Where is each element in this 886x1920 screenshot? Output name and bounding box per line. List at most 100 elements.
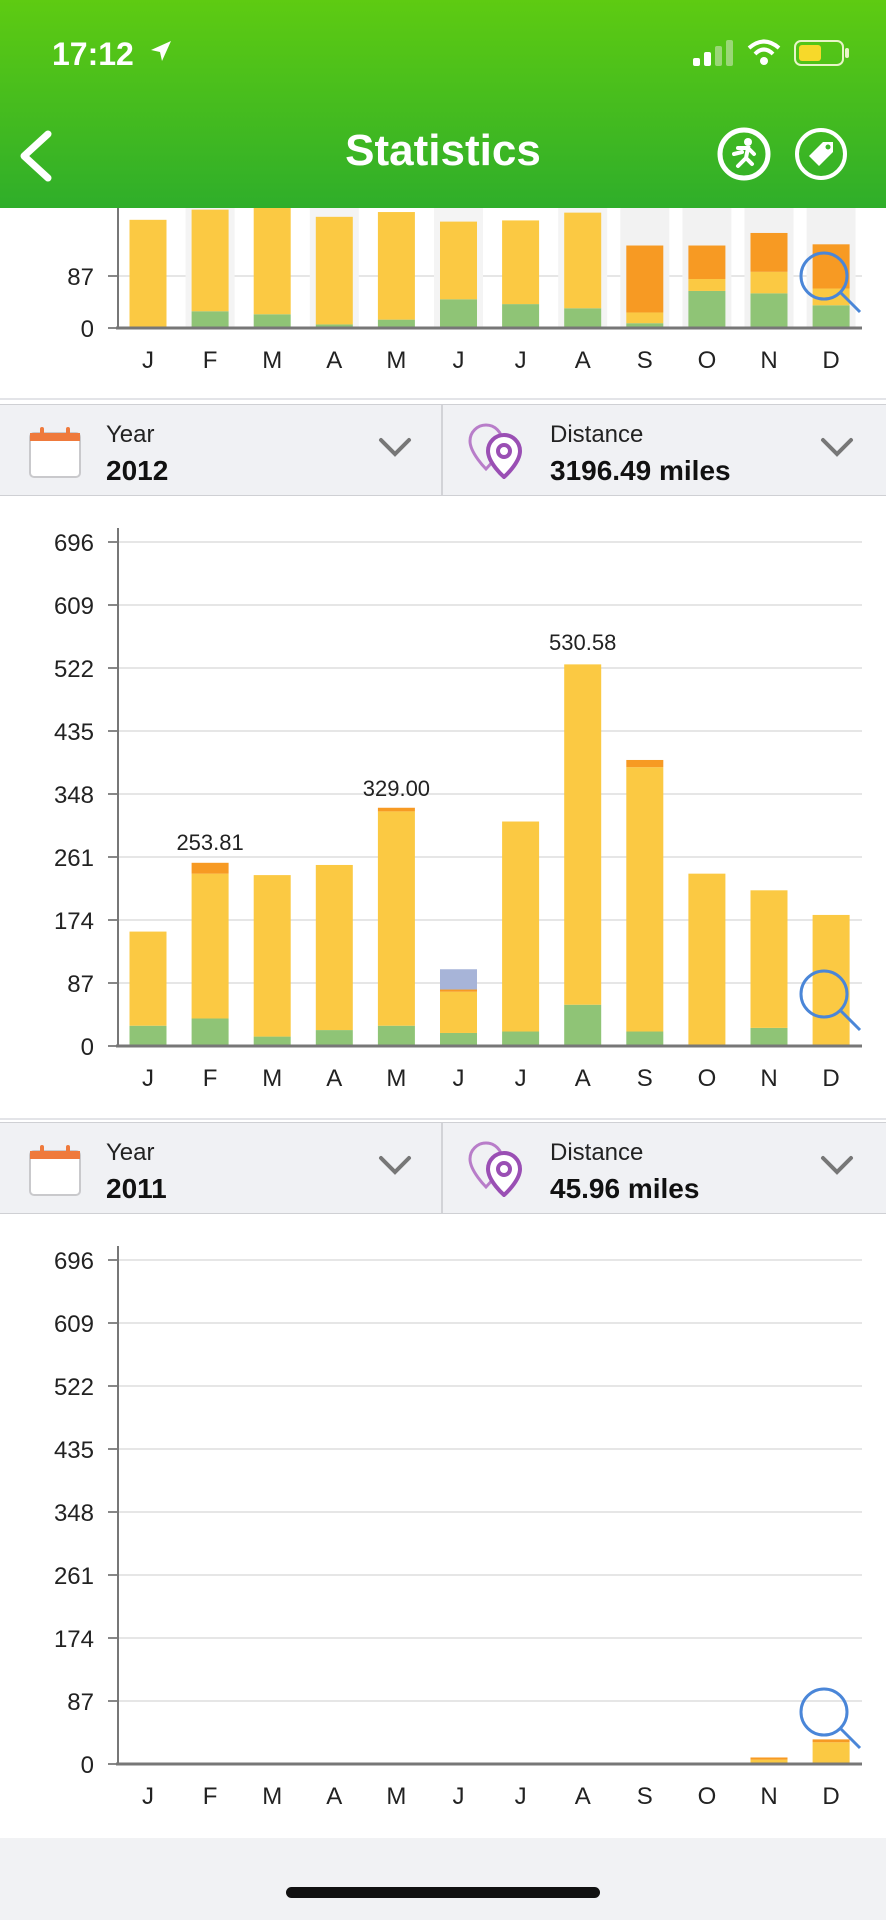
bar-segment[interactable]	[688, 245, 726, 279]
bar-segment[interactable]	[129, 1025, 167, 1046]
x-tick-label: J	[453, 347, 465, 374]
bar-segment[interactable]	[688, 873, 726, 1046]
y-tick-label: 87	[67, 264, 94, 291]
bar-segment[interactable]	[812, 305, 850, 328]
bar-segment[interactable]	[688, 278, 726, 291]
y-tick-label: 174	[54, 1626, 94, 1653]
bar-segment[interactable]	[315, 864, 353, 1031]
bar-segment[interactable]	[253, 1036, 291, 1046]
x-tick-label: O	[698, 1783, 717, 1810]
x-tick-label: S	[637, 347, 653, 374]
chevron-down-icon[interactable]	[820, 435, 854, 459]
bar-segment[interactable]	[626, 767, 664, 1032]
calendar-icon[interactable]	[28, 423, 82, 479]
bar-segment[interactable]	[377, 319, 415, 328]
metric-value[interactable]: 3196.49 miles	[550, 455, 731, 486]
x-tick-label: J	[453, 1783, 465, 1810]
bar-segment[interactable]	[377, 807, 415, 812]
bar-value-label: 329.00	[363, 776, 430, 801]
period-value[interactable]: 2011	[106, 1173, 167, 1204]
bar-segment[interactable]	[626, 245, 664, 313]
y-tick-label: 0	[81, 1752, 94, 1779]
bar-segment[interactable]	[129, 931, 167, 1026]
bar-segment[interactable]	[440, 969, 477, 990]
bar-segment[interactable]	[750, 293, 788, 328]
bar-segment[interactable]	[750, 890, 788, 1028]
bar-segment[interactable]	[253, 314, 291, 328]
bar-value-label: 253.81	[176, 830, 243, 855]
top-bar: 17:12 Statistics	[0, 0, 886, 208]
bar-segment[interactable]	[564, 212, 602, 309]
bar-segment[interactable]	[626, 323, 664, 328]
zoom-magnifier-icon[interactable]	[799, 1687, 862, 1750]
back-button[interactable]	[14, 126, 60, 186]
location-arrow-icon	[151, 41, 171, 61]
bar-segment[interactable]	[191, 873, 229, 1019]
bar-segment[interactable]	[440, 989, 477, 992]
bar-segment[interactable]	[440, 299, 477, 328]
selector-separator	[441, 405, 443, 495]
x-tick-label: A	[326, 1783, 342, 1810]
bar-segment[interactable]	[750, 1757, 788, 1760]
bar-segment[interactable]	[440, 1032, 477, 1046]
calendar-icon[interactable]	[28, 1141, 82, 1197]
bar-segment[interactable]	[502, 220, 540, 305]
chart-selector-bar: Year 2011 Distance 45.96 miles	[0, 1122, 886, 1214]
metric-value[interactable]: 45.96 miles	[550, 1173, 700, 1204]
bottom-area	[0, 1838, 886, 1920]
bar-segment[interactable]	[812, 1739, 850, 1743]
bar-segment[interactable]	[502, 1031, 540, 1046]
x-tick-label: O	[698, 1065, 717, 1092]
bar-segment[interactable]	[750, 1027, 788, 1046]
metric-label: Distance	[550, 421, 644, 448]
bar-segment[interactable]	[812, 1742, 850, 1764]
y-tick-label: 696	[54, 530, 94, 557]
bar-segment[interactable]	[626, 312, 664, 324]
bar-segment[interactable]	[502, 821, 540, 1032]
location-pins-icon[interactable]	[466, 421, 528, 479]
x-tick-label: N	[760, 1783, 777, 1810]
bar-segment[interactable]	[191, 311, 229, 328]
bar-segment[interactable]	[440, 221, 477, 300]
monthly-distance-chart-2011: 696 609 522 435 348 261 174 87 0 J F M A M J J A S O N D	[54, 1246, 862, 1810]
location-pins-icon[interactable]	[466, 1139, 528, 1197]
bar-segment[interactable]	[750, 271, 788, 294]
bar-segment[interactable]	[191, 1018, 229, 1046]
x-tick-label: A	[575, 347, 591, 374]
bar-segment[interactable]	[315, 216, 353, 325]
bar-segment[interactable]	[253, 875, 291, 1037]
bar-segment[interactable]	[564, 664, 602, 1005]
tag-filter-button[interactable]	[793, 126, 849, 182]
period-value[interactable]: 2012	[106, 455, 169, 486]
bar-segment[interactable]	[191, 209, 229, 312]
chevron-down-icon[interactable]	[378, 435, 412, 459]
bar-segment[interactable]	[191, 862, 229, 874]
x-tick-label: A	[575, 1065, 591, 1092]
bar-segment[interactable]	[688, 290, 726, 328]
y-tick-label: 522	[54, 656, 94, 683]
bar-segment[interactable]	[750, 1759, 788, 1764]
bar-segment[interactable]	[377, 811, 415, 1026]
bar-segment[interactable]	[377, 1025, 415, 1046]
bar-segment[interactable]	[377, 212, 415, 320]
bar-segment[interactable]	[564, 308, 602, 328]
bar-segment[interactable]	[129, 219, 167, 328]
bar-segment[interactable]	[626, 1031, 664, 1046]
home-indicator[interactable]	[286, 1887, 600, 1898]
bar-segment[interactable]	[626, 759, 664, 768]
zoom-magnifier-icon[interactable]	[799, 969, 862, 1032]
bar-segment[interactable]	[564, 1004, 602, 1046]
bar-segment[interactable]	[315, 324, 353, 328]
bar-segment[interactable]	[502, 304, 540, 328]
chevron-down-icon[interactable]	[820, 1153, 854, 1177]
y-tick-label: 261	[54, 845, 94, 872]
bar-segment[interactable]	[253, 206, 291, 315]
bar-segment[interactable]	[440, 991, 477, 1033]
activity-filter-button[interactable]	[716, 126, 772, 182]
bar-segment[interactable]	[750, 232, 788, 272]
bar-segment[interactable]	[315, 1030, 353, 1046]
chevron-down-icon[interactable]	[378, 1153, 412, 1177]
section-divider	[0, 1118, 886, 1120]
zoom-magnifier-icon[interactable]	[799, 251, 862, 314]
wifi-icon	[747, 39, 781, 65]
